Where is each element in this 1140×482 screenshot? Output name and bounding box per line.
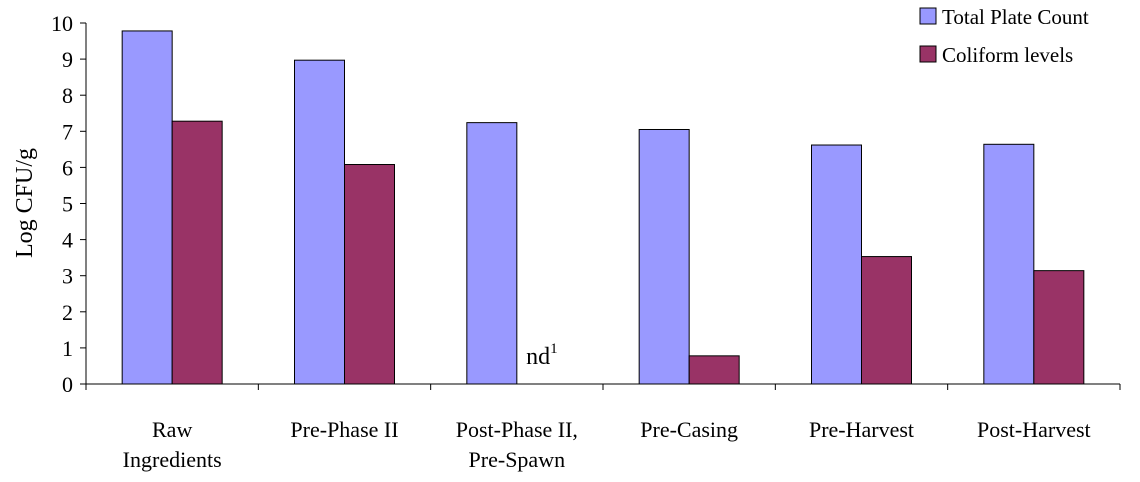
y-tick-label: 6 [62, 155, 73, 180]
not-detected-annotation: nd1 [526, 341, 558, 370]
y-tick-label: 3 [62, 264, 73, 289]
y-tick-label: 8 [62, 83, 73, 108]
legend-label-coliform-levels: Coliform levels [942, 43, 1073, 67]
annotations-layer: nd1 [526, 341, 558, 370]
x-category-label: Raw [152, 417, 192, 442]
y-axis-label: Log CFU/g [12, 148, 38, 258]
bars-layer [121, 30, 1085, 385]
legend-label-total-plate-count: Total Plate Count [942, 5, 1089, 29]
y-tick-label: 5 [62, 192, 73, 217]
bar-coliform-levels-5 [1033, 270, 1085, 385]
bar-coliform-levels-3 [688, 355, 740, 385]
annotation-superscript: 1 [550, 341, 558, 357]
y-tick-label: 0 [62, 372, 73, 397]
x-category-label: Pre-Phase II [290, 417, 398, 442]
annotation-text: nd [526, 344, 550, 370]
bar-total-plate-count-1 [294, 59, 345, 385]
legend: Total Plate Count Coliform levels [919, 5, 1089, 67]
bar-coliform-levels-4 [861, 256, 912, 385]
x-category-label: Ingredients [123, 447, 222, 472]
legend-swatch-total-plate-count [919, 7, 937, 25]
bar-total-plate-count-2 [466, 122, 518, 385]
x-category-label: Pre-Casing [640, 417, 738, 442]
y-tick-label: 4 [62, 228, 73, 253]
bar-coliform-levels-0 [171, 120, 223, 385]
bar-total-plate-count-3 [638, 128, 690, 385]
axes-layer [80, 22, 1121, 390]
x-category-label: Pre-Spawn [469, 447, 566, 472]
x-category-label: Post-Harvest [977, 417, 1091, 442]
bar-total-plate-count-4 [811, 144, 862, 385]
legend-swatch-coliform-levels [919, 45, 937, 63]
y-tick-labels: 0 1 2 3 4 5 6 7 8 9 10 [51, 11, 73, 397]
x-category-labels: Raw Ingredients Pre-Phase II Post-Phase II,… [123, 417, 1091, 472]
bar-total-plate-count-0 [121, 30, 173, 385]
y-tick-label: 2 [62, 300, 73, 325]
x-category-label: Pre-Harvest [809, 417, 914, 442]
y-tick-label: 1 [62, 336, 73, 361]
y-tick-label: 10 [51, 11, 73, 36]
bar-coliform-levels-1 [344, 164, 395, 385]
x-category-label: Post-Phase II, [456, 417, 578, 442]
y-tick-label: 9 [62, 47, 73, 72]
y-tick-label: 7 [62, 119, 73, 144]
bar-total-plate-count-5 [983, 143, 1035, 385]
